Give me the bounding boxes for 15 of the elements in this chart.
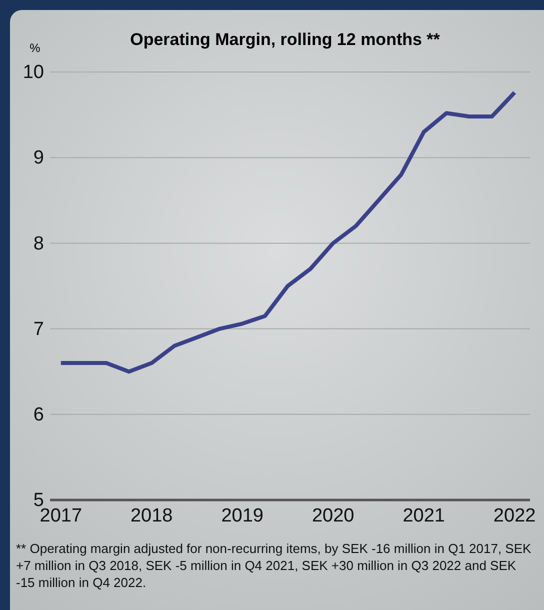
text: ** Operating margin adjusted for non-recurring items, by SEK -16 million in Q1 2017, SEK +7 million in Q3 2018, SEK -5 million in Q4 2021, SEK +30 million in Q3 2022 and SEK -15 million in Q4 2022.	[16, 540, 532, 591]
y-tick-label: 10	[22, 62, 44, 84]
chart-title: Operating Margin, rolling 12 months **	[130, 30, 440, 49]
x-tick-label: 2020	[312, 505, 354, 526]
x-tick-label: 2019	[221, 505, 264, 526]
x-tick-label: 2017	[40, 505, 82, 526]
y-axis-title: %	[30, 41, 41, 55]
y-tick-label: 9	[33, 148, 44, 169]
y-tick-label: 8	[33, 233, 44, 254]
x-tick-label: 2018	[130, 505, 173, 526]
y-tick-label: 7	[33, 318, 44, 340]
x-tick-label: 2022	[493, 505, 536, 526]
x-tick-label: 2021	[402, 505, 445, 526]
y-tick-label: 6	[33, 404, 44, 426]
line-series	[58, 90, 517, 374]
